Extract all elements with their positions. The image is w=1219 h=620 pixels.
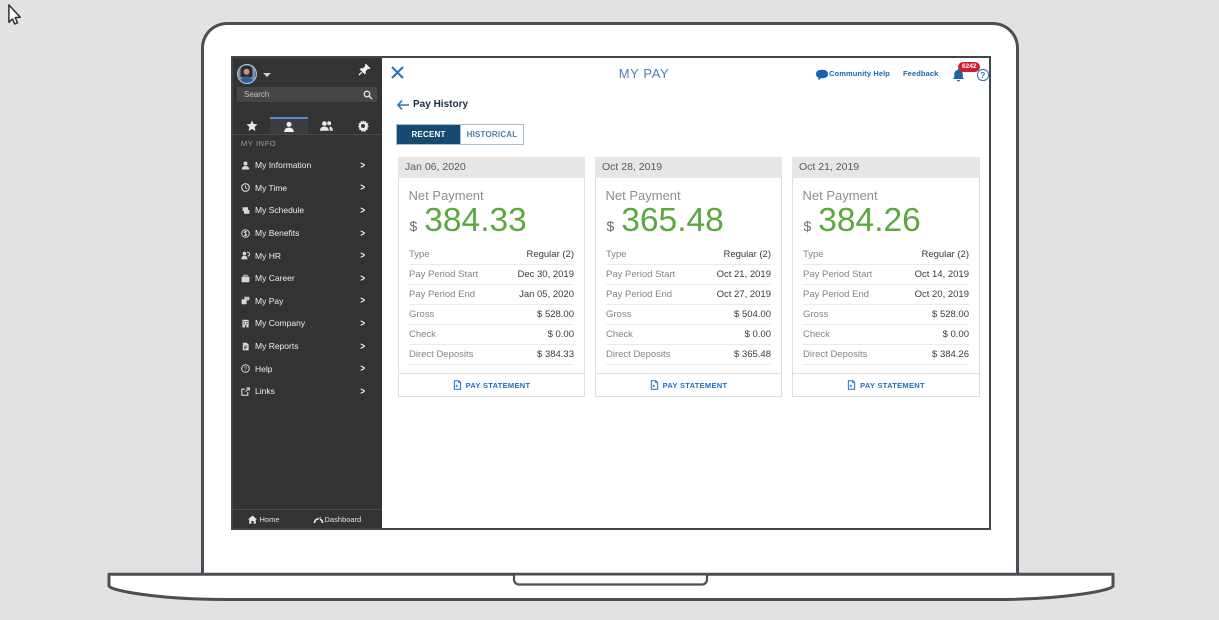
svg-text:?: ?	[244, 367, 247, 373]
